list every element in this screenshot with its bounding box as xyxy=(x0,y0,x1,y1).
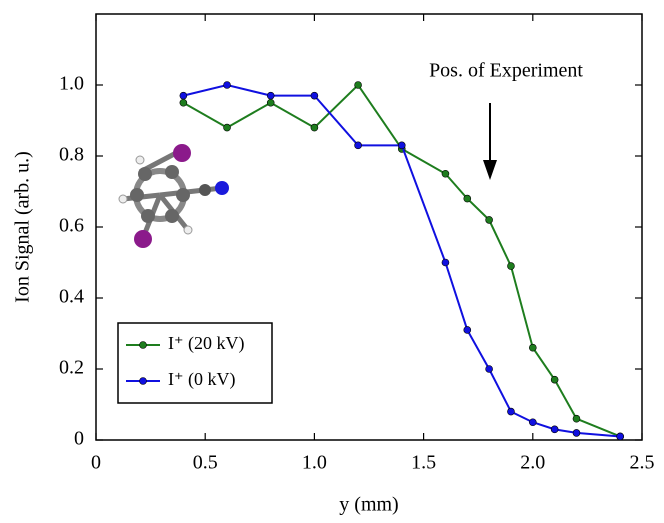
x-tick-label: 0.5 xyxy=(193,452,218,474)
data-point xyxy=(224,82,231,89)
data-point xyxy=(267,99,274,106)
data-point xyxy=(398,142,405,149)
data-point xyxy=(224,124,231,131)
y-axis-label: Ion Signal (arb. u.) xyxy=(12,151,34,303)
y-tick-label: 0 xyxy=(74,428,84,450)
data-point xyxy=(180,99,187,106)
data-point xyxy=(311,124,318,131)
data-point xyxy=(355,142,362,149)
data-point xyxy=(355,82,362,89)
legend-label: I⁺ (20 kV) xyxy=(168,333,244,354)
data-point xyxy=(486,216,493,223)
data-point xyxy=(267,92,274,99)
data-point xyxy=(507,408,514,415)
y-tick-label: 0.2 xyxy=(59,357,84,379)
x-tick-label: 2.5 xyxy=(630,452,655,474)
annotation-arrow xyxy=(483,103,497,180)
molecule xyxy=(119,144,229,248)
y-tick-label: 0.6 xyxy=(59,215,84,237)
annotation: Pos. of Experiment xyxy=(429,60,583,82)
legend-marker xyxy=(140,378,147,385)
data-point xyxy=(573,429,580,436)
data-point xyxy=(617,433,624,440)
x-axis-label: y (mm) xyxy=(339,494,398,516)
x-tick-label: 1.5 xyxy=(411,452,436,474)
data-point xyxy=(464,195,471,202)
data-point xyxy=(529,344,536,351)
data-point xyxy=(507,263,514,270)
y-tick-label: 0.8 xyxy=(59,144,84,166)
data-point xyxy=(486,366,493,373)
legend-label: I⁺ (0 kV) xyxy=(168,369,235,390)
x-tick-label: 1.0 xyxy=(302,452,327,474)
chart: y (mm) Ion Signal (arb. u.) Pos. of Expe… xyxy=(0,0,664,523)
data-point xyxy=(551,376,558,383)
data-point xyxy=(551,426,558,433)
data-point xyxy=(180,92,187,99)
data-point xyxy=(573,415,580,422)
legend-marker xyxy=(140,342,147,349)
y-tick-label: 1.0 xyxy=(59,73,84,95)
x-tick-label: 2.0 xyxy=(520,452,545,474)
data-point xyxy=(311,92,318,99)
data-point xyxy=(442,170,449,177)
data-point xyxy=(529,419,536,426)
data-point xyxy=(464,326,471,333)
x-tick-label: 0 xyxy=(91,452,101,474)
data-point xyxy=(442,259,449,266)
y-tick-label: 0.4 xyxy=(59,286,84,308)
